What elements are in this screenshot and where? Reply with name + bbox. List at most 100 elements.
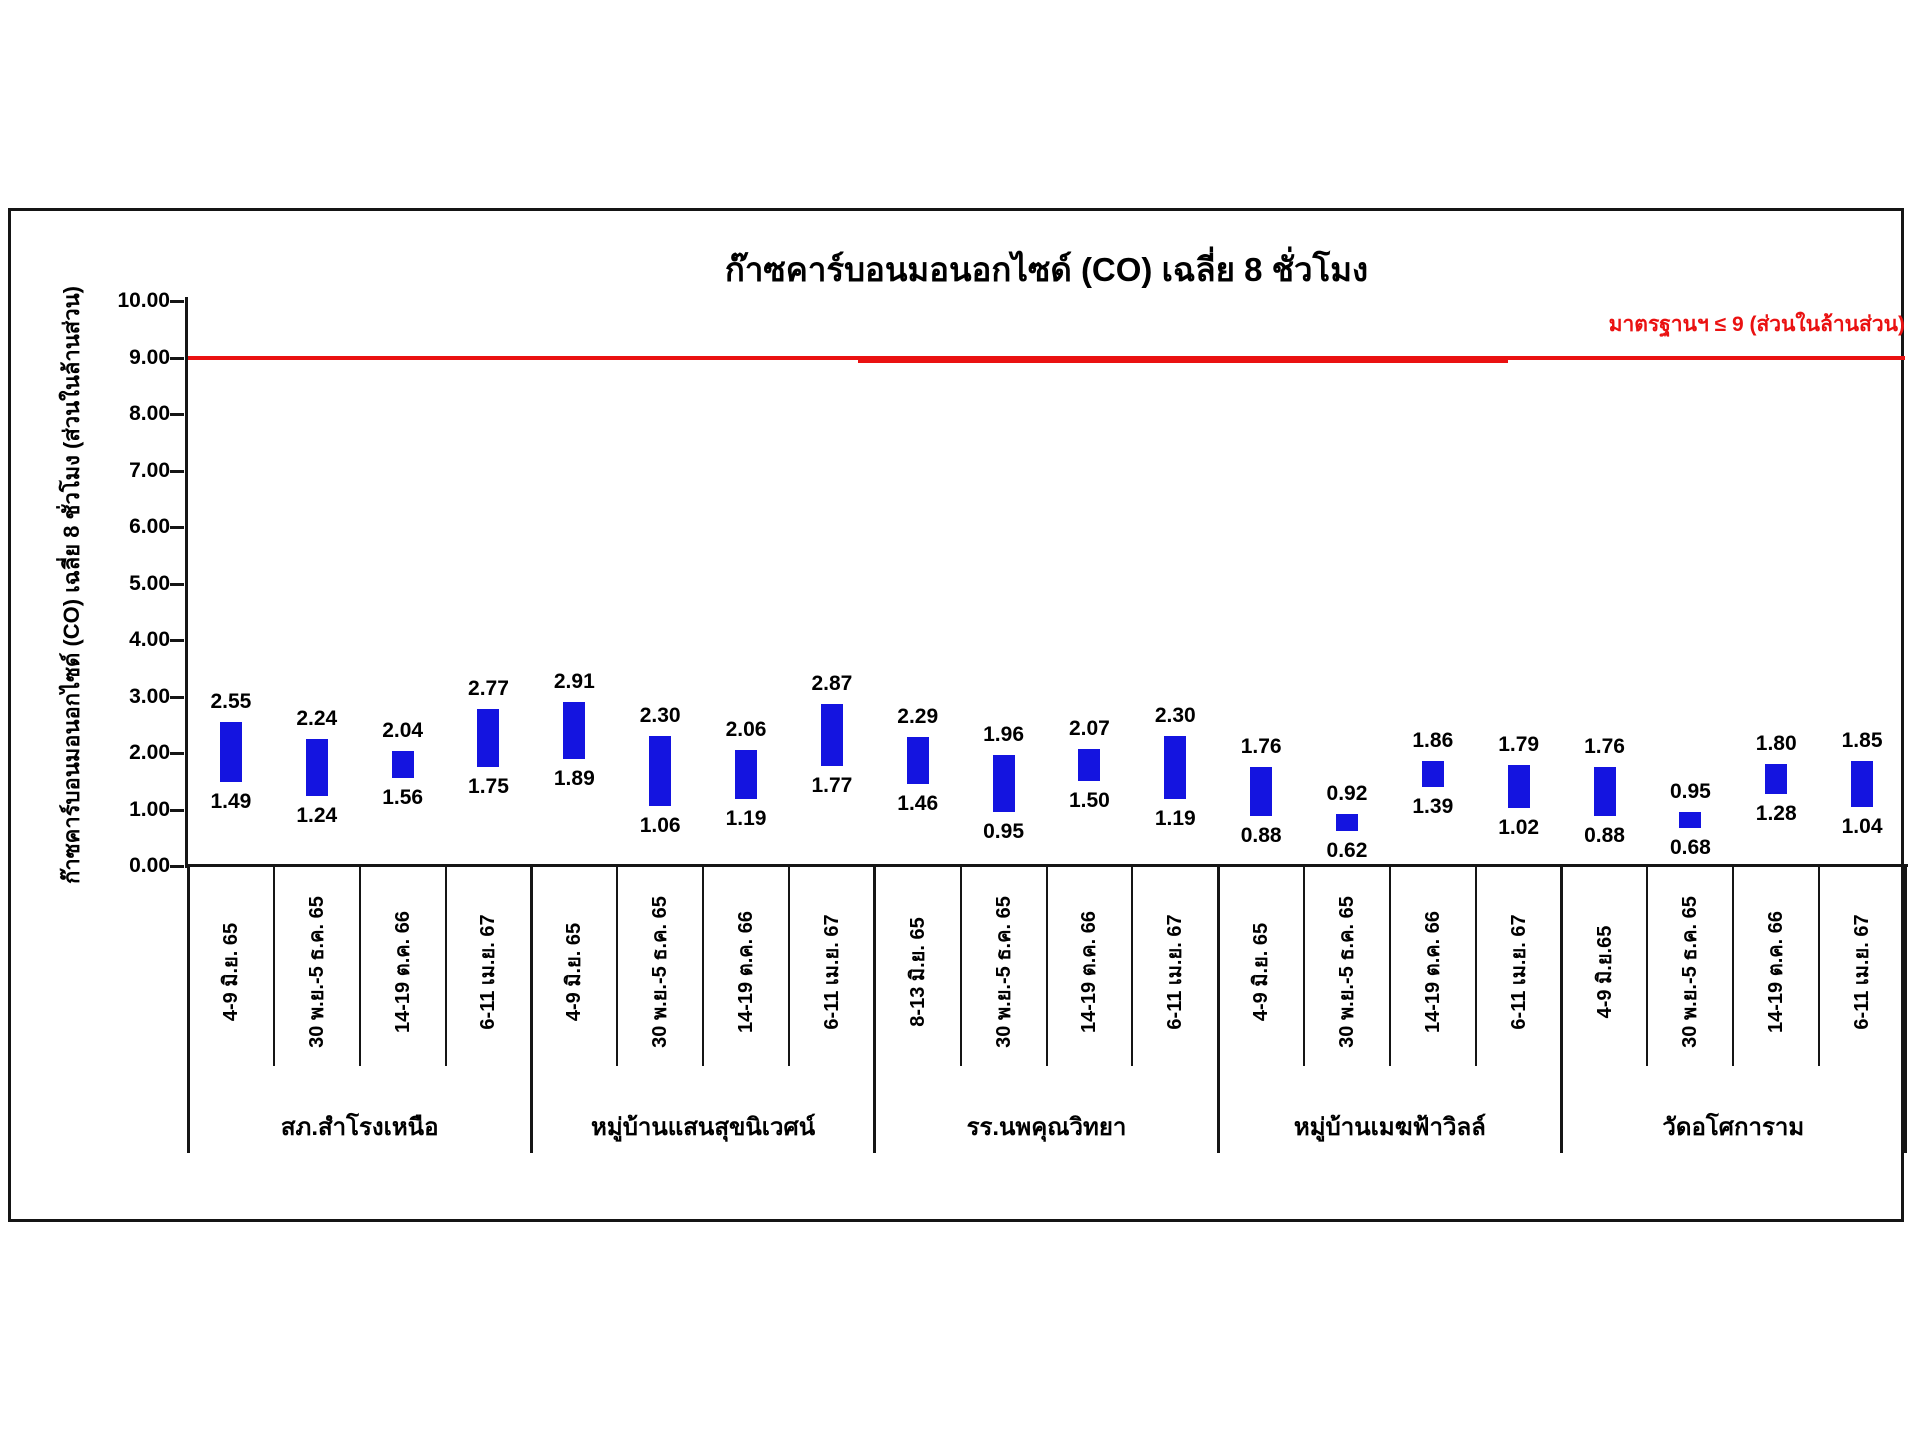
station-label: หมู่บ้านเมฆฟ้าวิลล์ (1293, 1114, 1486, 1141)
y-axis-line (185, 297, 188, 868)
period-label: 4-9 มิ.ย. 65 (563, 922, 586, 1022)
period-label: 30 พ.ย.-5 ธ.ค. 65 (992, 896, 1015, 1048)
y-tick-mark (170, 582, 184, 586)
min-value-label: 0.95 (983, 820, 1024, 844)
y-tick-mark (170, 808, 184, 812)
y-tick-mark (170, 865, 184, 868)
min-value-label: 1.49 (210, 789, 252, 813)
station-label: วัดอโศการาม (1662, 1114, 1805, 1141)
y-tick-label: 2.00 (129, 741, 170, 764)
standard-line (188, 355, 1905, 360)
period-label: 14-19 ต.ค. 66 (1078, 911, 1101, 1033)
max-value-label: 2.77 (468, 677, 509, 701)
min-value-label: 1.89 (553, 767, 595, 791)
period-label: 4-9 มิ.ย. 65 (1250, 922, 1273, 1022)
period-label: 8-13 มิ.ย. 65 (906, 917, 929, 1027)
range-bar (820, 703, 843, 766)
period-label: 14-19 ต.ค. 66 (1765, 911, 1788, 1033)
min-value-label: 1.19 (1154, 806, 1196, 830)
range-bar (1078, 749, 1101, 782)
group-boundary-line (1560, 866, 1564, 1153)
period-label: 4-9 มิ.ย.65 (1593, 925, 1616, 1019)
min-value-label: 1.50 (1068, 789, 1110, 813)
min-value-label: 1.46 (897, 791, 939, 815)
group-boundary-line (1903, 866, 1907, 1153)
period-separator-line (702, 866, 705, 1066)
range-bar (477, 709, 500, 768)
y-tick-label: 3.00 (129, 684, 170, 708)
min-value-label: 1.56 (382, 785, 424, 809)
chart-title: ก๊าซคาร์บอนมอนอกไซด์ (CO) เฉลี่ย 8 ชั่วโ… (724, 251, 1369, 288)
min-value-label: 1.19 (725, 806, 767, 830)
y-tick-label: 9.00 (129, 345, 170, 369)
range-bar (649, 736, 672, 807)
max-value-label: 2.04 (382, 718, 424, 742)
max-value-label: 2.87 (811, 671, 853, 695)
period-label: 30 พ.ย.-5 ธ.ค. 65 (1335, 896, 1358, 1048)
range-bar (1250, 766, 1273, 817)
period-separator-line (1732, 866, 1735, 1066)
period-separator-line (1474, 866, 1477, 1066)
min-value-label: 1.28 (1755, 801, 1797, 825)
period-separator-line (616, 866, 619, 1066)
range-bar (563, 701, 586, 760)
y-tick-mark (170, 639, 184, 642)
range-bar (1421, 760, 1444, 788)
max-value-label: 2.91 (553, 669, 595, 693)
min-value-label: 1.39 (1412, 795, 1454, 819)
period-separator-line (1646, 866, 1649, 1066)
range-bar (1851, 761, 1874, 808)
max-value-label: 1.76 (1240, 734, 1282, 758)
period-separator-line (358, 866, 361, 1066)
y-tick-label: 10.00 (117, 289, 170, 312)
standard-line-overlay (858, 358, 1508, 363)
x-axis-line (185, 864, 1908, 867)
min-value-label: 0.88 (1240, 824, 1282, 848)
period-label: 6-11 เม.ย. 67 (1164, 914, 1187, 1030)
y-tick-mark (170, 300, 184, 303)
range-bar (1765, 764, 1788, 794)
max-value-label: 2.29 (897, 704, 939, 728)
range-bar (992, 755, 1015, 813)
period-label: 30 พ.ย.-5 ธ.ค. 65 (1679, 896, 1702, 1048)
chart-frame (8, 208, 1904, 1222)
y-tick-label: 5.00 (129, 571, 170, 595)
max-value-label: 2.55 (210, 689, 252, 713)
y-tick-mark (170, 695, 184, 699)
min-value-label: 0.62 (1326, 838, 1368, 862)
range-bar (1679, 812, 1702, 828)
y-tick-label: 4.00 (129, 628, 170, 651)
standard-line-label: มาตรฐานฯ ≤ 9 (ส่วนในล้านส่วน) (1608, 313, 1905, 336)
period-separator-line (1818, 866, 1821, 1066)
max-value-label: 2.24 (296, 707, 338, 731)
min-value-label: 1.04 (1841, 815, 1883, 839)
group-boundary-line (529, 866, 533, 1153)
group-boundary-line (186, 866, 190, 1153)
group-boundary-line (873, 866, 877, 1153)
max-value-label: 1.79 (1498, 732, 1540, 756)
y-tick-label: 7.00 (129, 458, 170, 482)
y-tick-label: 0.00 (129, 854, 170, 877)
y-tick-mark (170, 413, 184, 416)
range-bar (219, 721, 242, 782)
min-value-label: 1.02 (1498, 816, 1540, 840)
period-label: 6-11 เม.ย. 67 (1507, 914, 1530, 1030)
range-bar (1335, 814, 1358, 831)
period-label: 14-19 ต.ค. 66 (735, 911, 758, 1033)
period-separator-line (272, 866, 275, 1066)
y-tick-mark (170, 526, 184, 529)
max-value-label: 1.80 (1755, 732, 1797, 756)
max-value-label: 1.86 (1412, 728, 1454, 752)
max-value-label: 2.07 (1068, 717, 1110, 741)
period-label: 6-11 เม.ย. 67 (1851, 914, 1874, 1030)
station-label: รร.นพคุณวิทยา (966, 1114, 1127, 1141)
period-separator-line (444, 866, 447, 1066)
period-label: 4-9 มิ.ย. 65 (219, 922, 242, 1022)
range-bar (1507, 764, 1530, 809)
period-separator-line (959, 866, 962, 1066)
period-label: 6-11 เม.ย. 67 (820, 914, 843, 1030)
range-bar (391, 750, 414, 778)
range-bar (1593, 766, 1616, 817)
max-value-label: 1.96 (983, 723, 1024, 747)
